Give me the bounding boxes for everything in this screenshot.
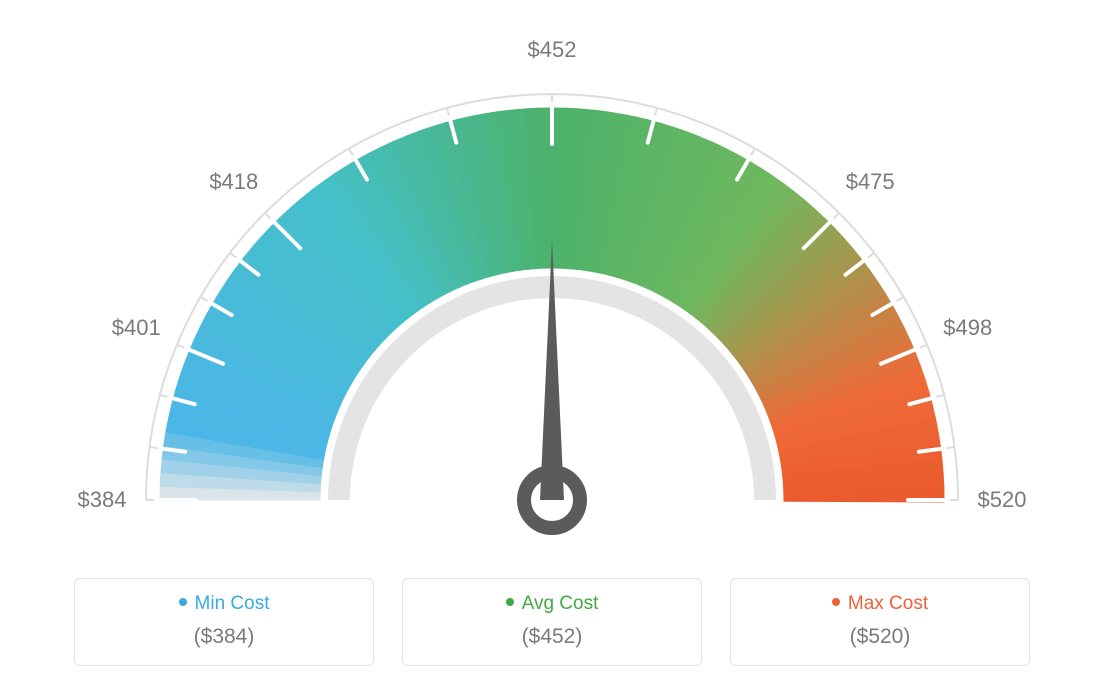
legend-card-min: Min Cost ($384) [74, 578, 374, 666]
legend-card-avg: Avg Cost ($452) [402, 578, 702, 666]
legend-label-max: Max Cost [848, 593, 928, 614]
legend-dot-min [179, 598, 187, 606]
legend-dot-avg [506, 598, 514, 606]
gauge-tick-label: $498 [943, 315, 992, 341]
gauge-tick-label: $384 [78, 487, 127, 513]
legend-value-avg: ($452) [403, 625, 701, 649]
legend-dot-max [832, 598, 840, 606]
legend-title-avg: Avg Cost [403, 593, 701, 615]
legend-label-min: Min Cost [195, 593, 270, 614]
gauge-tick-label: $475 [846, 169, 895, 195]
gauge-tick-label: $401 [112, 315, 161, 341]
gauge-tick-label: $520 [978, 487, 1027, 513]
legend-value-max: ($520) [731, 625, 1029, 649]
legend-label-avg: Avg Cost [522, 593, 599, 614]
legend-card-max: Max Cost ($520) [730, 578, 1030, 666]
gauge-tick-label: $418 [209, 169, 258, 195]
legend-row: Min Cost ($384) Avg Cost ($452) Max Cost… [0, 578, 1104, 666]
legend-title-min: Min Cost [75, 593, 373, 615]
gauge-chart: $384 $401 $418 $452 $475 $498 $520 [0, 0, 1104, 570]
gauge-tick-label: $452 [528, 37, 577, 63]
gauge-svg [0, 0, 1104, 570]
legend-value-min: ($384) [75, 625, 373, 649]
legend-title-max: Max Cost [731, 593, 1029, 615]
